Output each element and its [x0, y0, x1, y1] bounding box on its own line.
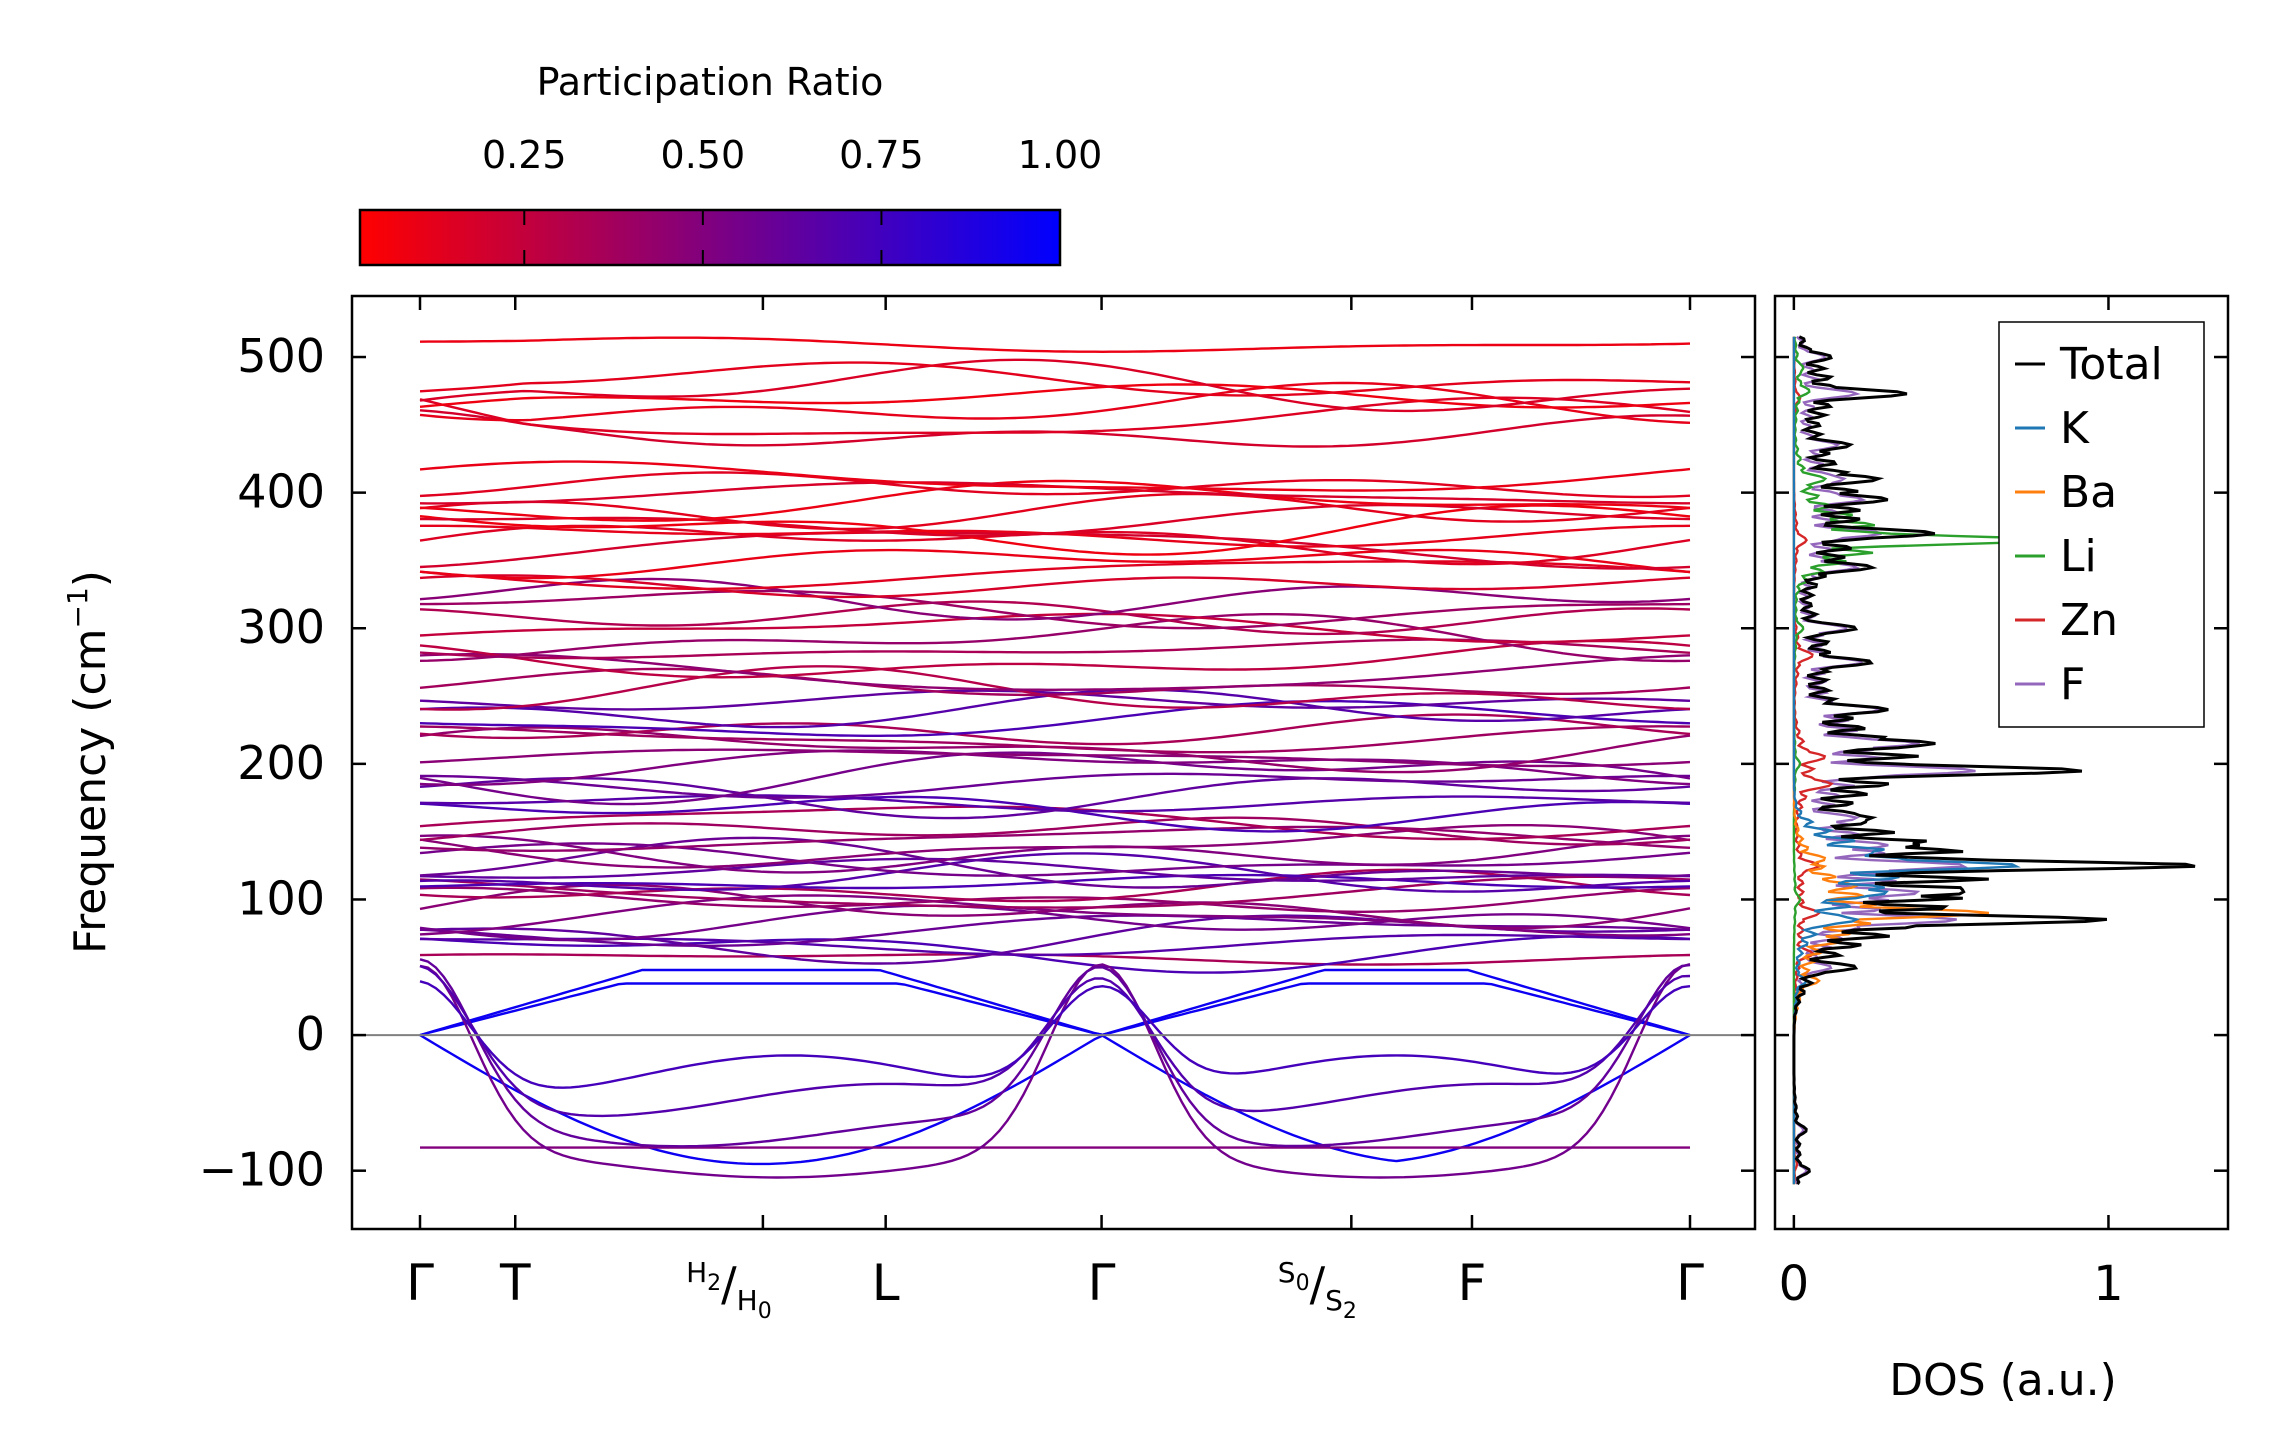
- colorbar-tick-label: 0.75: [839, 133, 924, 177]
- y-tick-label: 100: [237, 871, 325, 925]
- phonon-branch: [419, 479, 1691, 522]
- legend-entry: F: [2060, 659, 2085, 710]
- phonon-branch: [419, 825, 1691, 852]
- y-tick-label: 300: [237, 600, 325, 654]
- dos-x-tick-label: 1: [2093, 1256, 2124, 1312]
- dispersion-panel: −100 0 100 200 300 400 500 Γ T H2/H0 L Γ S0/S2 F Γ Fre…: [61, 294, 1757, 1324]
- acoustic-branch: [419, 1034, 1691, 1166]
- y-tick-label: 200: [237, 736, 325, 790]
- legend-box: [1998, 321, 2205, 728]
- phonon-branch: [419, 358, 1691, 413]
- colorbar: Participation Ratio 0.25 0.50 0.75 1.00: [358, 60, 1103, 267]
- x-tick-label: Γ: [1676, 1254, 1704, 1312]
- x-tick-label: S0/S2: [1278, 1256, 1357, 1324]
- y-tick-label: 500: [237, 329, 325, 383]
- phonon-branch: [419, 361, 1691, 397]
- soft-mode-branch: [419, 963, 1691, 1179]
- colorbar-tick-label: 0.50: [661, 133, 746, 177]
- soft-mode-branch: [419, 964, 1691, 1118]
- phonon-branch: [419, 857, 1691, 882]
- phonon-branch: [420, 589, 1691, 630]
- x-tick-label: F: [1458, 1254, 1487, 1312]
- dos-series-total: [1792, 335, 2196, 1185]
- phonon-branch: [419, 725, 1691, 754]
- legend-entry: Zn: [2060, 595, 2118, 646]
- phonon-branch: [419, 639, 1691, 679]
- phonon-branch: [419, 883, 1691, 930]
- x-tick-label: Γ: [1088, 1254, 1116, 1312]
- phonon-branch: [419, 574, 1691, 599]
- svg-text:H2/H0: H2/H0: [686, 1256, 772, 1324]
- phonon-branch: [419, 560, 1691, 591]
- phonon-branch: [419, 492, 1691, 531]
- colorbar-tick-label: 1.00: [1018, 133, 1103, 177]
- phonon-branch: [419, 904, 1691, 942]
- phonon-branch: [419, 548, 1691, 580]
- phonon-branch: [419, 577, 1691, 621]
- phonon-branch: [419, 600, 1691, 636]
- phonon-branch: [419, 336, 1691, 354]
- dos-panel: 0 1 DOS (a.u.) Total K Ba Li Zn F: [1773, 294, 2230, 1406]
- phonon-branch: [419, 824, 1691, 869]
- phonon-branch: [420, 524, 1691, 548]
- dos-xlabel: DOS (a.u.): [1889, 1355, 2117, 1406]
- phonon-branch: [419, 396, 1691, 436]
- phonon-branch: [419, 842, 1691, 877]
- phonon-branch: [419, 667, 1691, 697]
- x-tick-label: H2/H0: [686, 1256, 772, 1324]
- svg-text:S0/S2: S0/S2: [1278, 1256, 1357, 1324]
- phonon-branch: [419, 504, 1691, 556]
- phonon-branch: [419, 613, 1691, 663]
- phonon-branch: [419, 875, 1691, 909]
- legend-entry: Ba: [2060, 467, 2117, 518]
- soft-mode-branch: [419, 980, 1691, 1089]
- phonon-branch: [419, 868, 1691, 903]
- colorbar-gradient: [358, 208, 1062, 267]
- phonon-branch: [419, 699, 1691, 737]
- phonon-branch: [419, 772, 1690, 799]
- phonon-branch: [419, 471, 1691, 499]
- dos-legend: Total K Ba Li Zn F: [1998, 321, 2205, 728]
- phonon-branch: [419, 652, 1691, 691]
- phonon-branch: [419, 665, 1691, 711]
- phonon-branch: [419, 852, 1691, 893]
- phonon-branch: [419, 460, 1691, 492]
- phonon-branch: [419, 816, 1691, 846]
- phonon-branch: [419, 381, 1691, 424]
- dos-frame: [1773, 294, 2230, 1231]
- phonon-branch: [419, 748, 1691, 768]
- phonon-branch: [419, 751, 1691, 806]
- colorbar-label: Participation Ratio: [537, 60, 884, 104]
- phonon-branch: [419, 886, 1691, 913]
- dispersion-frame: [350, 294, 1757, 1231]
- legend-entry: Total: [2059, 339, 2163, 390]
- y-tick-label: −100: [199, 1143, 325, 1197]
- x-tick-label: L: [872, 1254, 900, 1312]
- y-tick-label: 0: [296, 1007, 325, 1061]
- acoustic-branch: [419, 982, 1691, 1037]
- x-tick-label: T: [499, 1254, 531, 1312]
- phonon-branch: [419, 689, 1691, 711]
- phonon-branch: [419, 612, 1691, 644]
- legend-entry: K: [2060, 403, 2090, 454]
- legend-entry: Li: [2060, 531, 2097, 582]
- phonon-branch: [419, 777, 1691, 820]
- phonon-branch: [419, 934, 1691, 974]
- phonon-branch: [419, 795, 1691, 833]
- colorbar-tick-label: 0.25: [482, 133, 567, 177]
- phonon-branch: [419, 713, 1691, 746]
- dispersion-ylabel: Frequency (cm−1): [61, 570, 116, 954]
- y-tick-label: 400: [237, 465, 325, 519]
- x-tick-label: Γ: [406, 1254, 434, 1312]
- dos-x-tick-label: 0: [1779, 1256, 1810, 1312]
- phonon-branch: [419, 503, 1691, 537]
- phonon-branch: [419, 383, 1691, 409]
